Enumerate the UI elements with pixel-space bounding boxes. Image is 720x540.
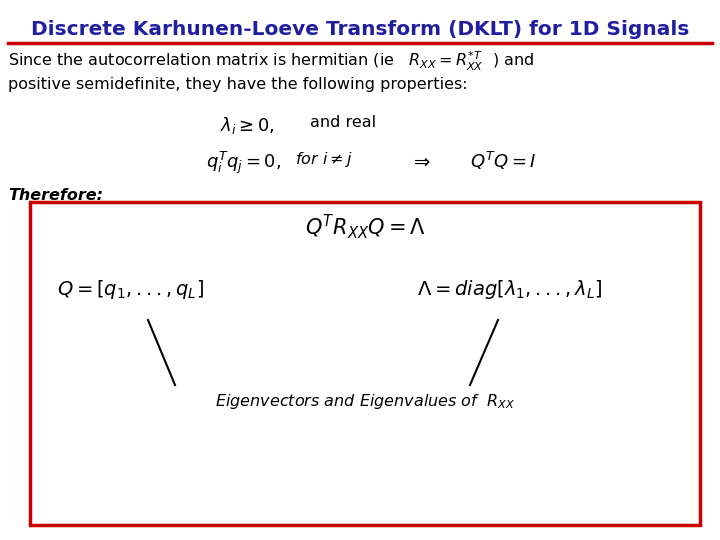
Text: Discrete Karhunen-Loeve Transform (DKLT) for 1D Signals: Discrete Karhunen-Loeve Transform (DKLT)… — [31, 20, 689, 39]
Text: for $i \neq j$: for $i \neq j$ — [295, 150, 353, 169]
Text: $Q^T Q = I$: $Q^T Q = I$ — [470, 150, 536, 172]
Text: Therefore:: Therefore: — [8, 188, 103, 203]
Text: $\lambda_i \geq 0,$: $\lambda_i \geq 0,$ — [220, 115, 275, 136]
Text: $\Rightarrow$: $\Rightarrow$ — [410, 152, 431, 171]
Bar — [30, 202, 700, 525]
Text: $\Lambda = diag\left[\lambda_1,...,\lambda_L\right]$: $\Lambda = diag\left[\lambda_1,...,\lamb… — [418, 278, 603, 301]
Text: Since the autocorrelation matrix is hermitian (ie   $R_{XX} = R_{XX}^{*T}$  ) an: Since the autocorrelation matrix is herm… — [8, 50, 534, 73]
Text: positive semidefinite, they have the following properties:: positive semidefinite, they have the fol… — [8, 77, 467, 92]
Text: and real: and real — [310, 115, 376, 130]
Text: Eigenvectors and Eigenvalues of  $R_{XX}$: Eigenvectors and Eigenvalues of $R_{XX}$ — [215, 392, 515, 411]
Text: $Q^T R_{XX} Q = \Lambda$: $Q^T R_{XX} Q = \Lambda$ — [305, 212, 426, 241]
Text: $q_i^T q_j = 0,$: $q_i^T q_j = 0,$ — [206, 150, 282, 177]
Text: $Q = \left[q_1,...,q_L\right]$: $Q = \left[q_1,...,q_L\right]$ — [57, 278, 204, 301]
